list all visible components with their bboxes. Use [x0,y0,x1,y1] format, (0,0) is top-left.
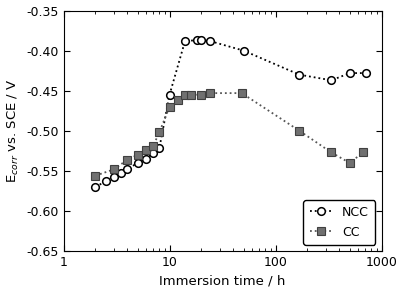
X-axis label: Immersion time / h: Immersion time / h [159,275,286,287]
CC [93,174,98,178]
CC [112,168,116,171]
NCC [143,157,148,161]
NCC [347,71,352,75]
CC [329,151,334,154]
CC [347,161,352,165]
CC [167,105,172,108]
CC [183,93,187,96]
CC [135,153,140,156]
NCC [93,185,98,189]
NCC [125,168,130,171]
NCC [112,176,116,179]
CC [361,151,366,154]
NCC [194,38,199,42]
NCC [119,171,124,175]
CC [239,91,244,95]
NCC [103,180,108,183]
CC [176,98,181,102]
CC [143,148,148,152]
Line: CC: CC [91,89,367,180]
NCC [208,39,212,43]
CC [199,93,204,96]
Line: NCC: NCC [91,36,370,191]
NCC [329,79,334,82]
NCC [167,93,172,96]
NCC [135,161,140,165]
NCC [364,71,369,75]
Y-axis label: E$_{corr}$ vs. SCE / V: E$_{corr}$ vs. SCE / V [6,79,21,183]
NCC [297,73,302,76]
CC [151,144,156,148]
CC [157,131,162,134]
NCC [157,147,162,150]
Legend: NCC, CC: NCC, CC [303,200,375,245]
NCC [183,39,187,43]
NCC [199,38,204,42]
CC [297,129,302,132]
CC [208,91,212,95]
NCC [241,49,246,52]
NCC [151,151,156,155]
CC [189,93,193,96]
CC [125,158,130,161]
